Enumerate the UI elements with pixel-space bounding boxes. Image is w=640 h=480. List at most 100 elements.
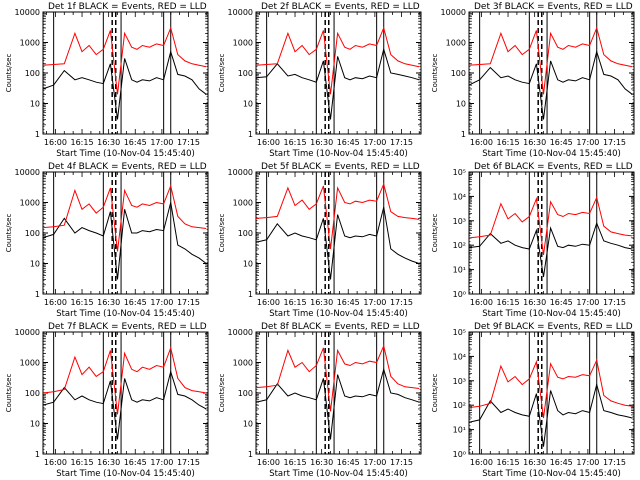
y-axis-label: Counts/sec [5, 374, 13, 413]
x-tick-label: 17:15 [603, 298, 626, 307]
y-axis-label: Counts/sec [5, 214, 13, 253]
lld-series-line [255, 26, 420, 95]
y-tick-label: 10² [453, 241, 466, 250]
y-tick-label: 10¹ [453, 266, 466, 275]
y-tick-label: 10 [30, 100, 40, 109]
x-axis-label: Start Time (10-Nov-04 15:45:40) [482, 309, 621, 319]
panel-title: Det 7f BLACK = Events, RED = LLD [48, 322, 207, 332]
x-tick-label: 16:15 [497, 138, 520, 147]
y-tick-label: 10¹ [453, 426, 466, 435]
lld-series-line [468, 26, 633, 95]
plot-frame [468, 331, 635, 455]
y-tick-label: 10⁰ [453, 290, 466, 299]
y-tick-label: 1000 [233, 39, 253, 48]
x-tick-label: 16:15 [497, 298, 520, 307]
detector-panel-3: Det 3f BLACK = Events, RED = LLD 1 10 100 10… [431, 2, 635, 159]
events-series-line [468, 382, 633, 447]
panel-title: Det 1f BLACK = Events, RED = LLD [48, 2, 207, 12]
x-tick-label: 16:00 [257, 138, 280, 147]
x-tick-label: 17:00 [150, 458, 173, 467]
x-axis-label: Start Time (10-Nov-04 15:45:40) [56, 469, 195, 479]
y-tick-label: 10³ [453, 377, 466, 386]
x-axis-label: Start Time (10-Nov-04 15:45:40) [56, 309, 195, 319]
detector-panel-7: Det 7f BLACK = Events, RED = LLD 1 10 100 10… [5, 322, 209, 479]
y-tick-label: 10³ [453, 217, 466, 226]
y-tick-label: 10² [453, 401, 466, 410]
x-tick-label: 16:30 [310, 138, 333, 147]
x-tick-label: 16:15 [284, 138, 307, 147]
x-tick-label: 16:45 [550, 138, 573, 147]
panel-title: Det 2f BLACK = Events, RED = LLD [261, 2, 420, 12]
x-tick-label: 16:30 [523, 458, 546, 467]
x-tick-label: 17:15 [177, 458, 200, 467]
x-axis-label: Start Time (10-Nov-04 15:45:40) [269, 469, 408, 479]
x-tick-label: 16:45 [124, 458, 147, 467]
x-axis-label: Start Time (10-Nov-04 15:45:40) [269, 309, 408, 319]
y-tick-label: 100 [451, 69, 466, 78]
y-tick-label: 1 [248, 290, 253, 299]
x-tick-label: 16:15 [497, 458, 520, 467]
y-tick-label: 10 [243, 100, 253, 109]
detector-panel-9: Det 9f BLACK = Events, RED = LLD 10⁰ 10¹ 10… [431, 322, 635, 479]
events-series-line [42, 369, 207, 440]
x-tick-label: 17:15 [390, 138, 413, 147]
y-tick-label: 100 [238, 389, 253, 398]
y-tick-label: 10⁵ [453, 328, 466, 337]
y-tick-label: 10000 [441, 8, 466, 17]
y-tick-label: 1 [35, 130, 40, 139]
lld-series-line [255, 182, 420, 249]
y-tick-label: 10 [456, 100, 466, 109]
events-series-line [255, 207, 420, 280]
y-tick-label: 1000 [20, 39, 40, 48]
x-tick-label: 16:00 [44, 458, 67, 467]
x-tick-label: 16:30 [310, 458, 333, 467]
events-series-line [42, 49, 207, 120]
detector-panel-5: Det 5f BLACK = Events, RED = LLD 1 10 100 10… [218, 162, 422, 319]
lld-series-line [255, 344, 420, 412]
panel-title: Det 6f BLACK = Events, RED = LLD [474, 162, 633, 172]
plot-frame [42, 331, 209, 455]
x-axis-label: Start Time (10-Nov-04 15:45:40) [269, 149, 408, 159]
x-tick-label: 16:00 [44, 138, 67, 147]
x-tick-label: 17:15 [603, 138, 626, 147]
y-axis-label: Counts/sec [431, 374, 439, 413]
y-tick-label: 1000 [20, 359, 40, 368]
y-tick-label: 100 [25, 389, 40, 398]
y-tick-label: 10000 [228, 328, 253, 337]
y-tick-label: 1000 [233, 359, 253, 368]
x-tick-label: 16:00 [257, 458, 280, 467]
y-axis-label: Counts/sec [431, 214, 439, 253]
x-tick-label: 16:45 [337, 138, 360, 147]
plot-frame [468, 11, 635, 135]
x-tick-label: 16:15 [71, 298, 94, 307]
y-tick-label: 100 [238, 69, 253, 78]
panel-title: Det 5f BLACK = Events, RED = LLD [261, 162, 420, 172]
detector-panel-4: Det 4f BLACK = Events, RED = LLD 1 10 100 10… [5, 162, 209, 319]
lld-series-line [42, 346, 207, 415]
x-axis-label: Start Time (10-Nov-04 15:45:40) [482, 469, 621, 479]
plot-frame [255, 11, 422, 135]
x-tick-label: 17:15 [177, 298, 200, 307]
plot-frame [42, 171, 209, 295]
x-tick-label: 16:30 [97, 298, 120, 307]
x-tick-label: 16:00 [44, 298, 67, 307]
x-tick-label: 16:45 [550, 458, 573, 467]
panel-title: Det 4f BLACK = Events, RED = LLD [48, 162, 207, 172]
x-tick-label: 17:00 [576, 298, 599, 307]
x-tick-label: 16:00 [470, 298, 493, 307]
x-tick-label: 17:15 [390, 458, 413, 467]
y-tick-label: 100 [25, 69, 40, 78]
x-axis-label: Start Time (10-Nov-04 15:45:40) [56, 149, 195, 159]
panel-title: Det 3f BLACK = Events, RED = LLD [474, 2, 633, 12]
y-tick-label: 100 [25, 229, 40, 238]
y-tick-label: 1000 [233, 199, 253, 208]
x-tick-label: 17:15 [177, 138, 200, 147]
x-tick-label: 16:15 [284, 298, 307, 307]
y-tick-label: 1000 [20, 199, 40, 208]
lld-series-line [468, 358, 633, 419]
y-tick-label: 10⁴ [453, 192, 466, 201]
lld-series-line [468, 195, 633, 255]
x-tick-label: 17:00 [150, 138, 173, 147]
y-tick-label: 10000 [15, 168, 40, 177]
x-tick-label: 16:30 [310, 298, 333, 307]
